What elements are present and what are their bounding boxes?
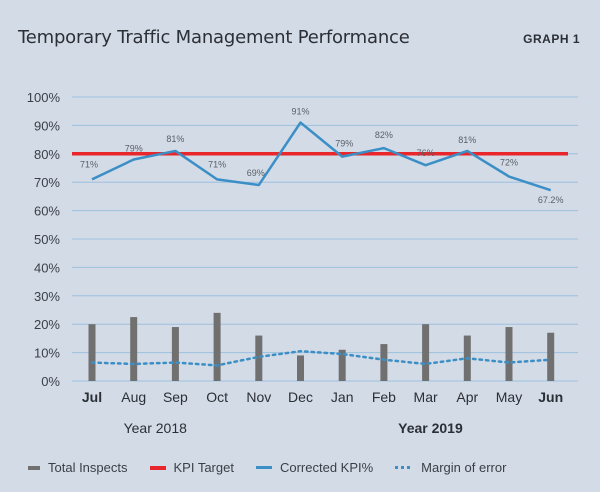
x-tick-label: Aug xyxy=(121,389,146,405)
bar-total-inspects xyxy=(88,324,96,381)
legend-item-total-inspects: Total Inspects xyxy=(28,460,128,475)
x-tick-label: Sep xyxy=(163,389,188,405)
bar-total-inspects xyxy=(130,317,138,381)
legend-item-kpi-target: KPI Target xyxy=(149,460,234,475)
legend-label: Margin of error xyxy=(421,460,507,475)
data-label: 71% xyxy=(80,159,98,169)
x-tick-label: Mar xyxy=(414,389,438,405)
chart-title: Temporary Traffic Management Performance xyxy=(18,27,410,48)
data-label: 76% xyxy=(417,148,435,158)
data-label: 79% xyxy=(335,139,353,149)
y-tick-label: 40% xyxy=(34,260,60,275)
bar-total-inspects xyxy=(547,332,555,381)
bar-total-inspects xyxy=(213,312,221,381)
data-label: 81% xyxy=(458,135,476,145)
y-tick-label: 10% xyxy=(34,346,60,361)
legend-label: Corrected KPI% xyxy=(279,460,374,475)
x-tick-label: Apr xyxy=(456,389,478,405)
data-label: 72% xyxy=(500,158,518,168)
legend-item-margin-of-error: Margin of error xyxy=(395,460,506,475)
data-label: 79% xyxy=(125,143,143,153)
legend-label: Total Inspects xyxy=(48,460,128,475)
data-label: 67.2% xyxy=(538,195,564,205)
y-tick-label: 100% xyxy=(27,90,61,105)
year-label: Year 2018 xyxy=(124,420,188,436)
legend-swatch-kpi xyxy=(149,465,166,470)
data-label: 81% xyxy=(166,134,184,144)
x-tick-label: Jan xyxy=(331,389,354,405)
x-tick-label: Oct xyxy=(206,389,228,405)
bar-total-inspects xyxy=(297,355,304,381)
legend-swatch-dotted xyxy=(395,466,414,469)
x-tick-label: Feb xyxy=(372,389,396,405)
x-tick-label: Nov xyxy=(246,389,271,405)
legend-swatch-line xyxy=(255,466,272,469)
bar-total-inspects xyxy=(380,344,388,381)
series-margin-of-error xyxy=(90,349,552,367)
y-tick-label: 70% xyxy=(34,175,60,190)
x-tick-label: Jun xyxy=(538,389,563,405)
chart-plot: 0% 10% 20% 30% 40% 50% 60% 70% 80% 90% 100% 71% 79% 8… xyxy=(27,90,578,436)
data-label: 91% xyxy=(291,107,309,117)
x-tick-label: Jul xyxy=(82,389,102,405)
chart-legend: Total Inspects KPI Target Corrected KPI%… xyxy=(28,460,528,475)
x-tick-label: Dec xyxy=(288,389,313,405)
bar-total-inspects xyxy=(422,324,430,381)
y-tick-label: 30% xyxy=(34,289,60,304)
bar-total-inspects xyxy=(338,349,346,381)
graph-label: GRAPH 1 xyxy=(523,32,580,46)
y-tick-label: 50% xyxy=(34,232,60,247)
legend-label: KPI Target xyxy=(173,460,234,475)
x-tick-label: May xyxy=(496,389,522,405)
legend-swatch-bar xyxy=(28,465,40,470)
y-tick-label: 0% xyxy=(41,374,60,389)
y-tick-label: 80% xyxy=(34,147,60,162)
legend-item-corrected-kpi: Corrected KPI% xyxy=(255,460,374,475)
year-label: Year 2019 xyxy=(398,420,463,436)
data-label: 82% xyxy=(375,130,393,140)
bar-total-inspects xyxy=(505,327,513,381)
y-tick-label: 60% xyxy=(34,204,60,219)
data-label: 69% xyxy=(247,168,265,178)
data-label: 71% xyxy=(208,159,226,169)
bar-total-inspects xyxy=(171,327,179,381)
series-corrected-kpi xyxy=(91,121,552,192)
y-tick-label: 90% xyxy=(34,118,60,133)
y-tick-label: 20% xyxy=(34,317,60,332)
bar-total-inspects xyxy=(255,335,263,381)
